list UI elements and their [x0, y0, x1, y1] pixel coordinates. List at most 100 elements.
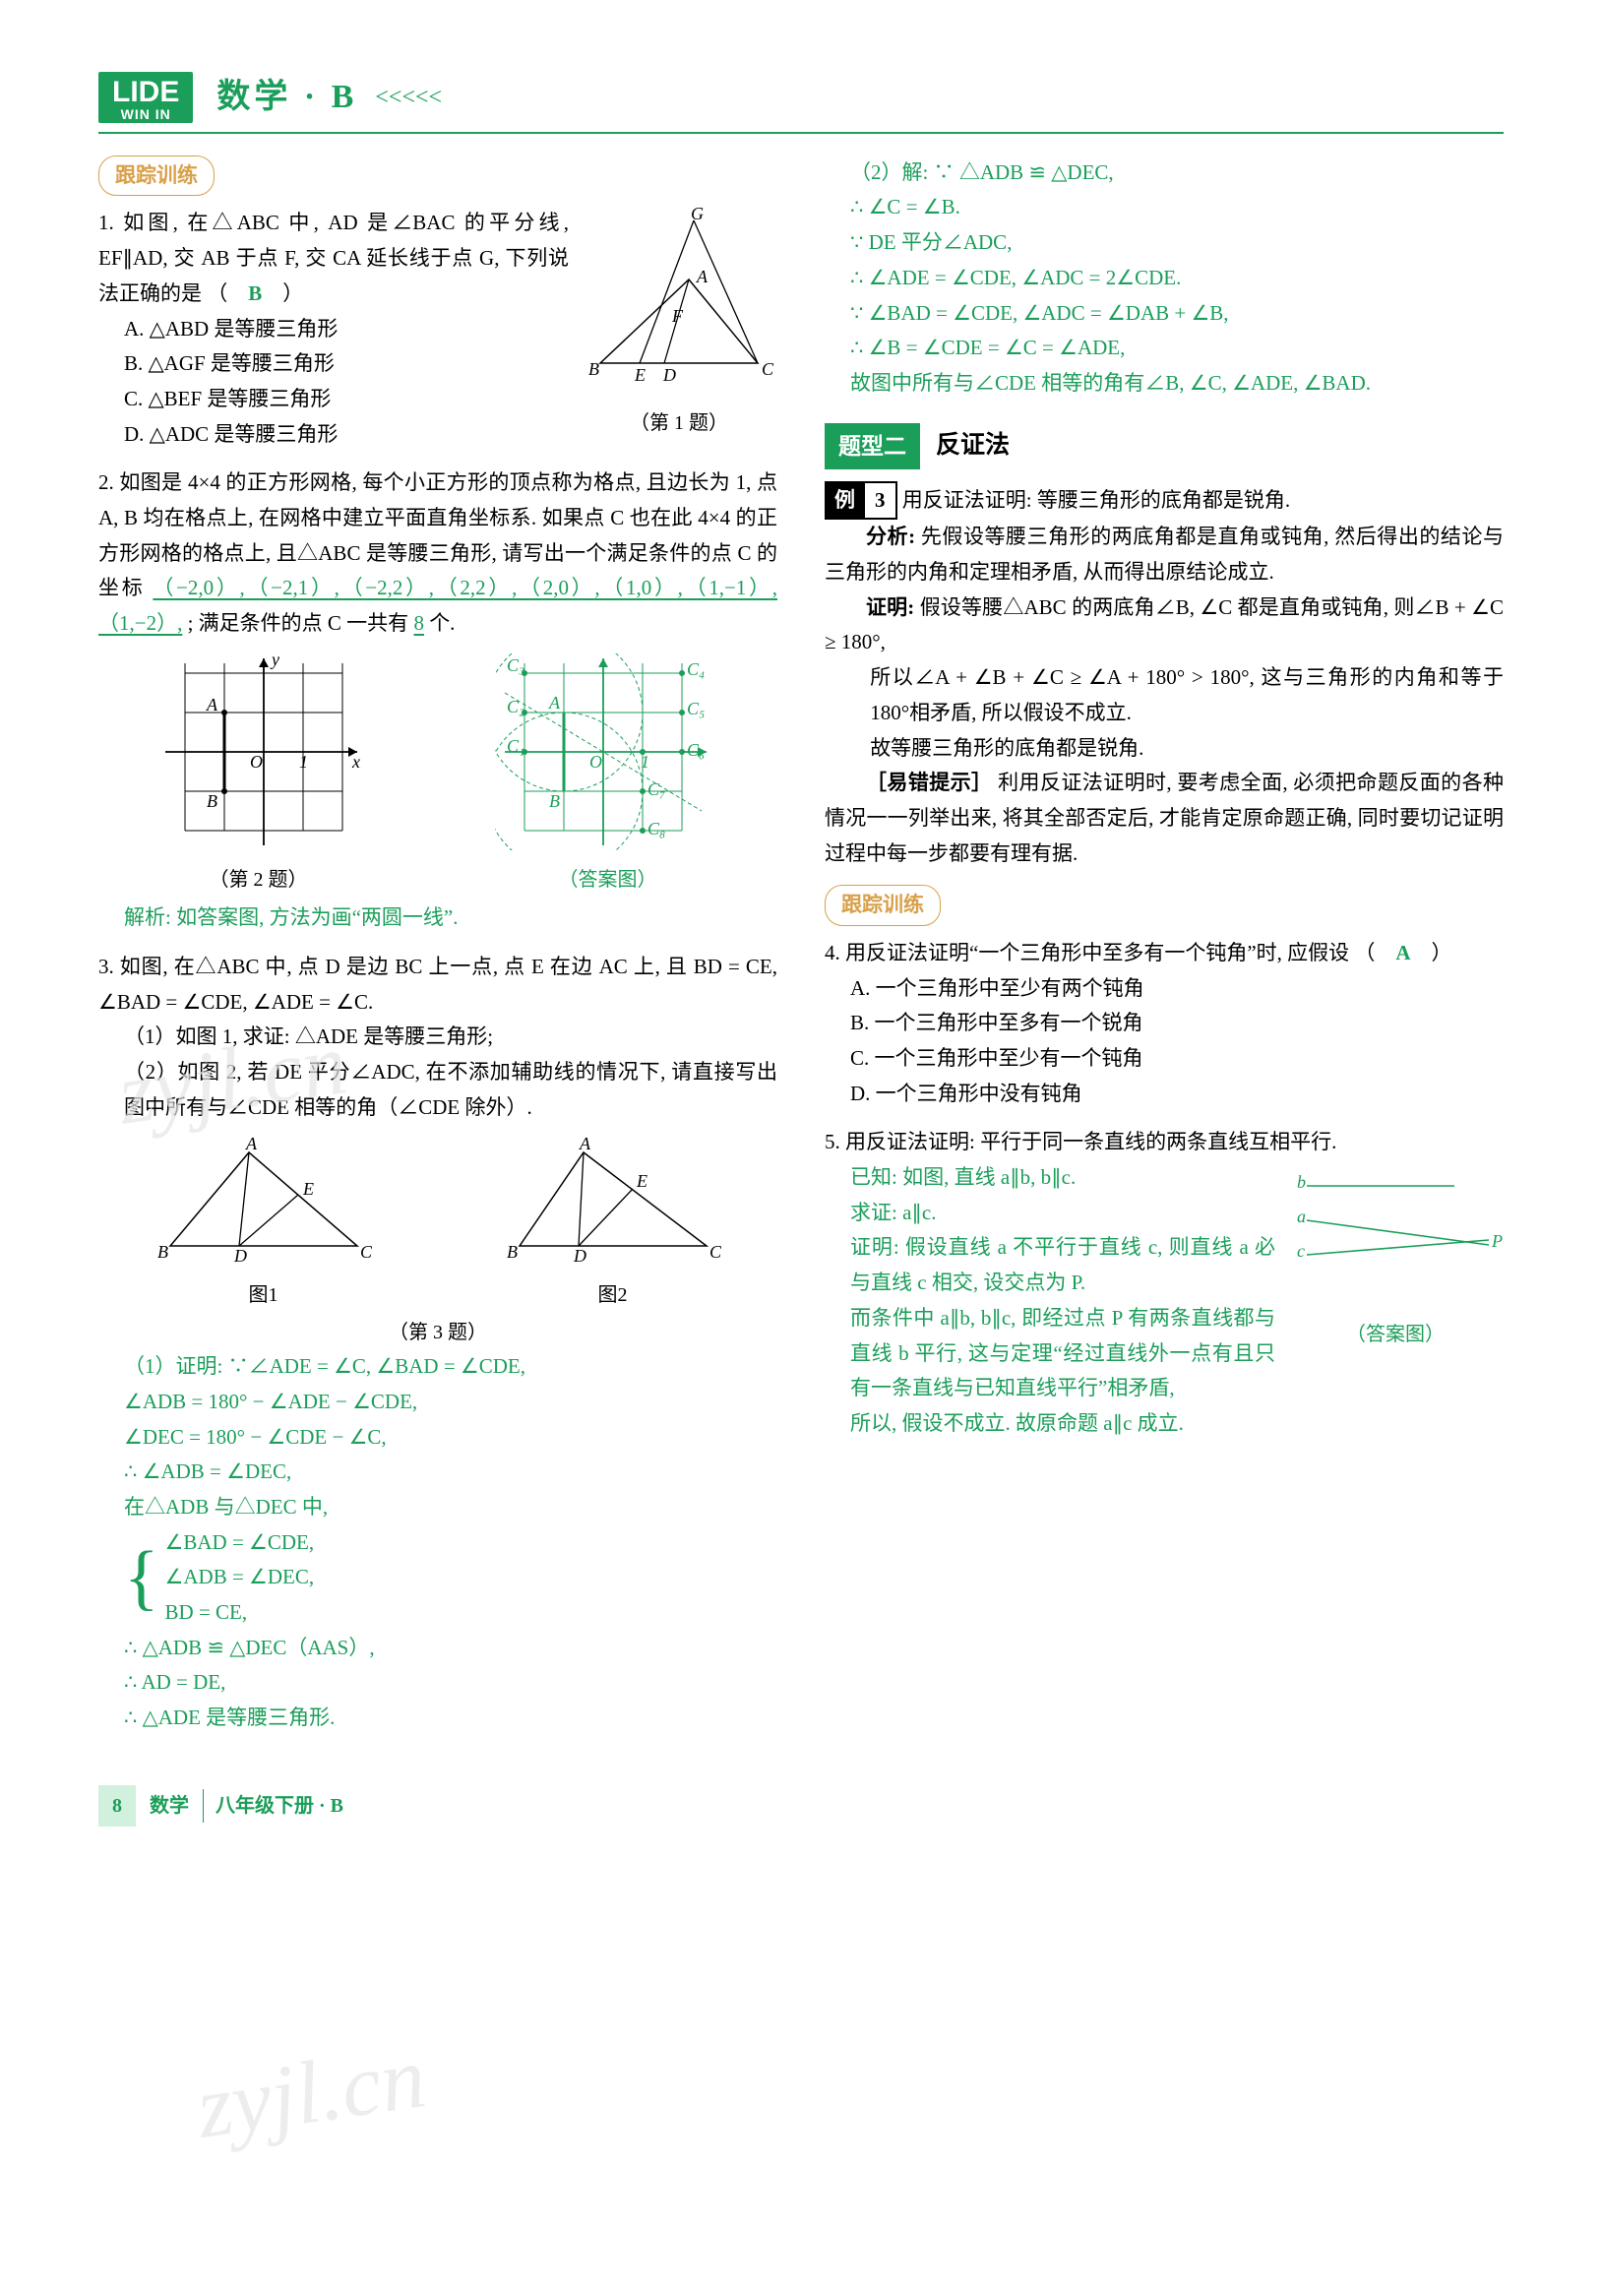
example-3: 例 3 用反证法证明: 等腰三角形的底角都是锐角. 分析: 先假设等腰三角形的两… [825, 481, 1504, 872]
page-number: 8 [98, 1785, 136, 1827]
given-text: 如图, 直线 a∥b, b∥c. [902, 1165, 1076, 1189]
svg-text:1: 1 [299, 752, 308, 772]
example-badge-label: 例 [825, 481, 865, 521]
svg-text:a: a [1297, 1207, 1306, 1226]
svg-text:P: P [1491, 1231, 1503, 1251]
q2-analysis: 解析: 如答案图, 方法为画“两圆一线”. [124, 900, 777, 936]
q4-answer: A [1395, 941, 1410, 964]
ans-line: （2）解: ∵ △ADB ≌ △DEC, [850, 155, 1504, 191]
header: LIDE WIN IN 数学 · B < < < < < [98, 69, 1504, 134]
section-bar: 题型二 反证法 [825, 423, 1504, 469]
q4-opt-d: D. 一个三角形中没有钝角 [850, 1077, 1504, 1112]
ex3-analysis: 分析: 先假设等腰三角形的两底角都是直角或钝角, 然后得出的结论与三角形的内角和… [825, 520, 1504, 590]
ex3-stem: 用反证法证明: 等腰三角形的底角都是锐角. [902, 488, 1290, 512]
svg-text:A: A [548, 693, 561, 713]
page: zyjl.cn zyjl.cn LIDE WIN IN 数学 · B < < <… [0, 0, 1602, 1856]
svg-text:D: D [662, 365, 676, 385]
q2-tail: ; 满足条件的点 C 一共有 [188, 611, 409, 635]
q3-proof1b: ∴ △ADB ≌ △DEC（AAS）, ∴ AD = DE, ∴ △ADE 是等… [124, 1631, 777, 1736]
svg-text:C₆: C₆ [687, 740, 705, 760]
logo-top: LIDE [112, 76, 179, 108]
section-title: 反证法 [936, 425, 1010, 467]
proof-line: ∴ ∠ADB = ∠DEC, [124, 1455, 777, 1490]
question-1: G A F B E D C （第 1 题） 1. 如图, 在△ABC 中, AD… [98, 206, 777, 452]
svg-text:C: C [762, 359, 774, 379]
proof-line: ∴ △ADB ≌ △DEC（AAS）, [124, 1631, 777, 1666]
q4-opt-a: A. 一个三角形中至少有两个钝角 [850, 971, 1504, 1007]
left-column: 跟踪训练 G A F B E D C [98, 155, 777, 1750]
q3-stem: 3. 如图, 在△ABC 中, 点 D 是边 BC 上一点, 点 E 在边 AC… [98, 950, 777, 1020]
ans-line: ∴ ∠ADE = ∠CDE, ∠ADC = 2∠CDE. [850, 261, 1504, 296]
svg-text:B: B [207, 791, 217, 811]
footer-subject: 数学 [150, 1789, 189, 1823]
ans-line: 故图中所有与∠CDE 相等的角有∠B, ∠C, ∠ADE, ∠BAD. [850, 366, 1504, 402]
svg-text:E: E [302, 1179, 314, 1199]
q5-stem: 5. 用反证法证明: 平行于同一条直线的两条直线互相平行. [825, 1125, 1504, 1160]
q2-tail2: 个. [429, 611, 455, 635]
svg-text:C₅: C₅ [687, 699, 705, 718]
svg-text:E: E [636, 1171, 647, 1191]
brace-item: ∠ADB = ∠DEC, [165, 1560, 315, 1595]
q3-figs: A B C D E 图1 A [98, 1138, 777, 1313]
svg-text:C₁: C₁ [507, 736, 524, 756]
svg-text:y: y [270, 653, 279, 669]
svg-text:O: O [250, 752, 263, 772]
svg-text:A: A [206, 695, 218, 714]
chevrons-icon: < < < < < [375, 78, 439, 118]
footer: 8 数学 八年级下册 · B [98, 1785, 1504, 1827]
svg-text:G: G [691, 206, 704, 223]
brace-item: ∠BAD = ∠CDE, [165, 1525, 315, 1561]
proof-line: （1）证明: ∵∠ADE = ∠C, ∠BAD = ∠CDE, [124, 1349, 777, 1385]
q2-fig-left: A B O 1 x y （第 2 题） [155, 653, 362, 898]
proof-label: 证明: [866, 595, 914, 619]
watermark: zyjl.cn [187, 2003, 434, 2184]
q5-figure: b a c P （答案图） [1287, 1166, 1504, 1351]
q4-stem: 4. 用反证法证明“一个三角形中至多有一个钝角”时, 应假设 [825, 941, 1349, 964]
analysis-label: 分析: [866, 525, 915, 548]
q3-fig2: A B C D E 图2 [505, 1138, 721, 1313]
svg-text:B: B [549, 791, 560, 811]
content: 跟踪训练 G A F B E D C [98, 155, 1504, 1750]
proof-text: 假设等腰△ABC 的两底角∠B, ∠C 都是直角或钝角, 则∠B + ∠C ≥ … [825, 595, 1504, 654]
q3-brace: { ∠BAD = ∠CDE, ∠ADB = ∠DEC, BD = CE, [124, 1525, 777, 1631]
proof-line: ∠DEC = 180° − ∠CDE − ∠C, [124, 1420, 777, 1456]
q1-stem: 1. 如图, 在△ABC 中, AD 是∠BAC 的平分线, EF∥AD, 交 … [98, 211, 569, 304]
proof-line: ∠ADB = 180° − ∠ADE − ∠CDE, [124, 1385, 777, 1420]
footer-grade: 八年级下册 · B [203, 1789, 343, 1823]
given-label: 已知: [850, 1165, 897, 1189]
ex3-proof-line: 证明: 假设等腰△ABC 的两底角∠B, ∠C 都是直角或钝角, 则∠B + ∠… [825, 590, 1504, 660]
svg-text:c: c [1297, 1241, 1305, 1261]
svg-text:b: b [1297, 1172, 1306, 1192]
q1-answer: B [248, 281, 262, 305]
ans-line: ∴ ∠C = ∠B. [850, 190, 1504, 225]
q3-caption: （第 3 题） [98, 1316, 777, 1349]
brace-icon: { [124, 1549, 159, 1607]
svg-text:C₄: C₄ [687, 659, 705, 679]
ex3-proof-line: 故等腰三角形的底角都是锐角. [825, 731, 1504, 767]
proof-line: ∴ △ADE 是等腰三角形. [124, 1701, 777, 1736]
svg-text:D: D [573, 1246, 586, 1266]
q2-fig-label: （第 2 题） [155, 863, 362, 897]
q3-fig1-label: 图1 [155, 1278, 372, 1312]
brace-item: BD = CE, [165, 1595, 315, 1631]
analysis-text: 先假设等腰三角形的两底角都是直角或钝角, 然后得出的结论与三角形的内角和定理相矛… [825, 525, 1504, 584]
svg-text:D: D [233, 1246, 247, 1266]
question-3: 3. 如图, 在△ABC 中, 点 D 是边 BC 上一点, 点 E 在边 AC… [98, 950, 777, 1736]
proof-line: ∴ AD = DE, [124, 1665, 777, 1701]
ex3-proof-line: 所以∠A + ∠B + ∠C ≥ ∠A + 180° > 180°, 这与三角形… [825, 660, 1504, 730]
q2-fig-right: C₁ C₂ C₃ C₄ C₅ C₆ C₇ C₈ A B O [495, 653, 721, 898]
svg-text:C₇: C₇ [647, 779, 665, 799]
q3-proof1: （1）证明: ∵∠ADE = ∠C, ∠BAD = ∠CDE, ∠ADB = 1… [124, 1349, 777, 1524]
q2-ansfig-label: （答案图） [495, 863, 721, 897]
svg-text:C₃: C₃ [507, 655, 524, 675]
q3-fig1: A B C D E 图1 [155, 1138, 372, 1313]
prove-text: a∥c. [902, 1201, 936, 1224]
ans-line: ∴ ∠B = ∠CDE = ∠C = ∠ADE, [850, 331, 1504, 366]
logo-sub: WIN IN [112, 107, 179, 121]
follow-pill-2: 跟踪训练 [825, 885, 941, 926]
q1-figure: G A F B E D C （第 1 题） [581, 206, 777, 440]
q2-count: 8 [413, 611, 424, 635]
question-4: 4. 用反证法证明“一个三角形中至多有一个钝角”时, 应假设 （ A ） A. … [825, 936, 1504, 1111]
q4-opt-b: B. 一个三角形中至多有一个锐角 [850, 1006, 1504, 1041]
proof-line: 在△ADB 与△DEC 中, [124, 1490, 777, 1525]
